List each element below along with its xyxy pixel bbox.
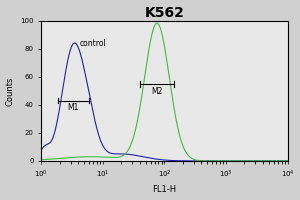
Text: control: control	[80, 39, 106, 48]
Y-axis label: Counts: Counts	[6, 76, 15, 106]
X-axis label: FL1-H: FL1-H	[152, 185, 176, 194]
Title: K562: K562	[145, 6, 184, 20]
Text: M1: M1	[68, 103, 79, 112]
Text: M2: M2	[151, 87, 162, 96]
